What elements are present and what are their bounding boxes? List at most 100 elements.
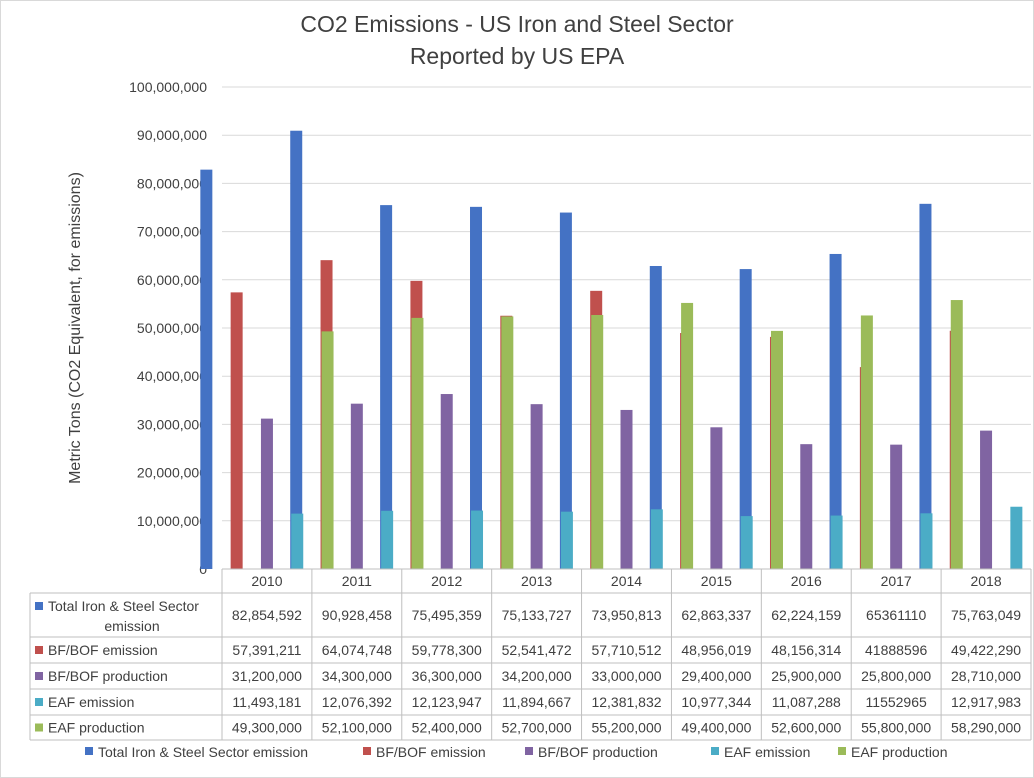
table-cell-value: 12,123,947 <box>412 694 482 710</box>
table-legend-key <box>35 723 43 732</box>
table-cell-value: 28,710,000 <box>951 668 1021 684</box>
bar-eaf-production-2015 <box>770 330 783 569</box>
table-cell-value: 52,541,472 <box>502 642 572 658</box>
bar-bf-bof-production-2012 <box>440 394 453 569</box>
y-tick-label: 50,000,000 <box>137 320 207 336</box>
table-row-label: BF/BOF production <box>48 668 168 684</box>
bar-eaf-emission-2016 <box>830 515 843 569</box>
bar-eaf-production-2012 <box>501 316 514 569</box>
y-axis-label: Metric Tons (CO2 Equivalent, for emissio… <box>67 172 84 484</box>
x-tick-label: 2013 <box>521 573 552 589</box>
y-tick-label: 20,000,000 <box>137 465 207 481</box>
bar-bf-bof-production-2016 <box>800 444 813 569</box>
table-cell-value: 57,710,512 <box>591 642 661 658</box>
x-tick-label: 2012 <box>431 573 462 589</box>
table-cell-value: 52,600,000 <box>771 720 841 736</box>
bar-bf-bof-production-2015 <box>710 427 723 569</box>
legend-key <box>525 747 533 755</box>
legend-label: BF/BOF production <box>538 744 658 760</box>
bar-eaf-emission-2014 <box>650 509 663 569</box>
table-cell-value: 52,100,000 <box>322 720 392 736</box>
table-legend-key <box>35 646 43 654</box>
chart-title-block: CO2 Emissions - US Iron and Steel Sector… <box>0 8 1034 72</box>
table-cell-value: 12,076,392 <box>322 694 392 710</box>
table-cell-value: 29,400,000 <box>681 668 751 684</box>
legend-label: Total Iron & Steel Sector emission <box>98 744 308 760</box>
x-tick-label: 2017 <box>881 573 912 589</box>
bar-bf-bof-production-2018 <box>980 430 993 569</box>
table-cell-value: 48,156,314 <box>771 642 841 658</box>
table-cell-value: 55,200,000 <box>591 720 661 736</box>
table-legend-key <box>35 672 43 680</box>
table-row-label: EAF production <box>48 720 145 736</box>
chart-title: CO2 Emissions - US Iron and Steel Sector <box>300 11 734 37</box>
table-row-label: emission <box>104 618 159 634</box>
table-cell-value: 11,894,667 <box>502 694 571 710</box>
legend-label: EAF production <box>851 744 948 760</box>
y-tick-label: 10,000,000 <box>137 513 207 529</box>
y-tick-label: 90,000,000 <box>137 127 207 143</box>
y-tick-label: 60,000,000 <box>137 272 207 288</box>
bar-bf-bof-production-2014 <box>620 409 633 569</box>
table-cell-value: 57,391,211 <box>232 642 301 658</box>
legend-key <box>363 747 371 755</box>
bar-eaf-emission-2011 <box>381 510 394 569</box>
bar-eaf-production-2016 <box>860 315 873 569</box>
legend-key <box>838 747 846 755</box>
x-tick-label: 2010 <box>251 573 282 589</box>
x-tick-label: 2014 <box>611 573 642 589</box>
table-cell-value: 31,200,000 <box>232 668 302 684</box>
table-cell-value: 64,074,748 <box>322 642 392 658</box>
table-cell-value: 59,778,300 <box>412 642 482 658</box>
table-cell-value: 65361110 <box>866 607 926 623</box>
bar-total-iron-steel-sector-emission-2017 <box>829 253 842 569</box>
bar-eaf-emission-2010 <box>291 513 304 569</box>
bar-eaf-emission-2015 <box>740 516 753 569</box>
bar-bf-bof-production-2013 <box>530 404 543 569</box>
table-legend-key <box>35 698 43 706</box>
y-tick-label: 100,000,000 <box>129 79 207 95</box>
y-tick-label: 30,000,000 <box>137 416 207 432</box>
bar-total-iron-steel-sector-emission-2013 <box>470 206 483 569</box>
table-cell-value: 82,854,592 <box>232 607 302 623</box>
table-cell-value: 34,200,000 <box>502 668 572 684</box>
bar-eaf-production-2013 <box>591 314 604 569</box>
x-tick-label: 2016 <box>791 573 822 589</box>
table-cell-value: 34,300,000 <box>322 668 392 684</box>
bar-bf-bof-production-2010 <box>260 418 273 569</box>
legend-label: BF/BOF emission <box>376 744 486 760</box>
table-cell-value: 75,495,359 <box>412 607 482 623</box>
bar-eaf-production-2010 <box>321 331 334 569</box>
bar-bf-bof-emission-2010 <box>230 292 243 569</box>
table-cell-value: 25,800,000 <box>861 668 931 684</box>
table-cell-value: 49,300,000 <box>232 720 302 736</box>
bar-total-iron-steel-sector-emission-2012 <box>380 205 393 569</box>
x-tick-label: 2015 <box>701 573 732 589</box>
bar-eaf-production-2017 <box>950 300 963 569</box>
bar-total-iron-steel-sector-emission-2011 <box>290 130 303 569</box>
table-cell-value: 75,763,049 <box>951 607 1021 623</box>
bar-eaf-production-2014 <box>681 302 694 569</box>
table-cell-value: 11,493,181 <box>232 694 301 710</box>
bar-eaf-emission-2017 <box>920 513 933 569</box>
table-cell-value: 49,422,290 <box>951 642 1021 658</box>
legend-label: EAF emission <box>724 744 810 760</box>
x-tick-label: 2011 <box>342 573 372 589</box>
bar-total-iron-steel-sector-emission-2018 <box>919 203 932 570</box>
y-tick-label: 80,000,000 <box>137 175 207 191</box>
table-cell-value: 10,977,344 <box>681 694 751 710</box>
table-cell-value: 33,000,000 <box>591 668 661 684</box>
table-cell-value: 12,381,832 <box>591 694 661 710</box>
bar-eaf-emission-2013 <box>560 511 573 569</box>
x-tick-label: 2018 <box>970 573 1001 589</box>
table-cell-value: 90,928,458 <box>322 607 392 623</box>
bar-eaf-production-2011 <box>411 317 424 569</box>
table-cell-value: 73,950,813 <box>591 607 661 623</box>
table-legend-key <box>35 602 43 610</box>
table-cell-value: 52,700,000 <box>502 720 572 736</box>
y-tick-label: 70,000,000 <box>137 224 207 240</box>
table-cell-value: 12,917,983 <box>951 694 1021 710</box>
bar-total-iron-steel-sector-emission-2015 <box>649 265 662 569</box>
bar-total-iron-steel-sector-emission-2014 <box>559 212 572 570</box>
